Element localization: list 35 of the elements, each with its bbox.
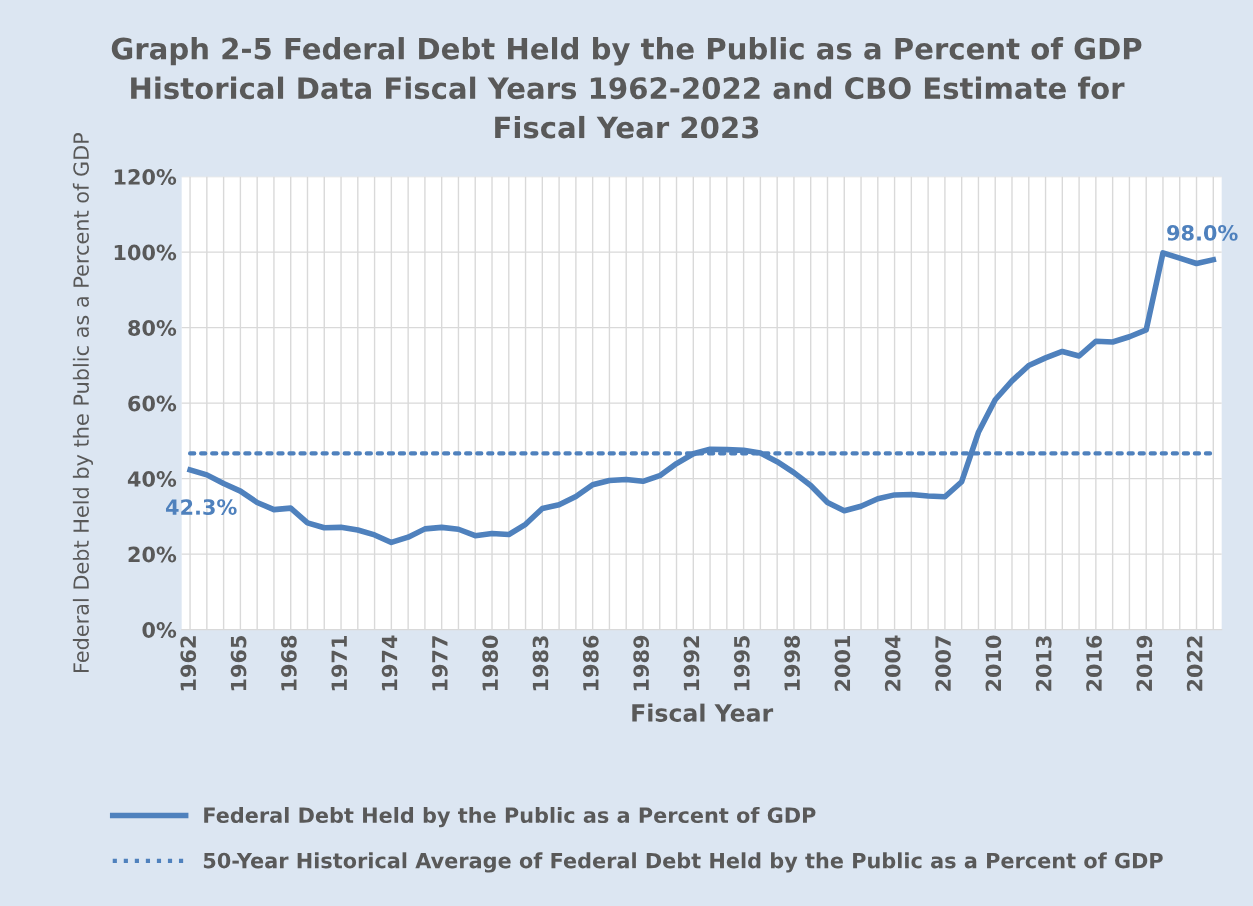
x-tick-label: 1980: [482, 635, 499, 691]
x-tick-label: 1986: [582, 635, 599, 691]
x-tick-label: 1962: [180, 636, 197, 691]
y-tick-label: 0%: [142, 622, 177, 638]
x-tick-label: 1998: [784, 635, 800, 691]
x-tick-label: 1974: [381, 635, 398, 691]
x-tick-label: 1983: [532, 636, 549, 691]
x-tick-label: 2004: [884, 635, 901, 691]
x-tick-label: 2010: [985, 635, 1002, 691]
x-tick-label: 1977: [431, 636, 448, 691]
x-tick-label: 1995: [733, 635, 750, 691]
y-tick-label: 100%: [114, 244, 177, 261]
y-tick-label: 80%: [128, 320, 177, 336]
x-tick-label: 1971: [331, 635, 348, 691]
x-tick-label: 2022: [1186, 636, 1203, 691]
y-tick-label: 20%: [128, 546, 177, 563]
data-label: 98.0%: [1167, 225, 1238, 241]
x-tick-label: 1968: [281, 635, 297, 691]
legend-label: Federal Debt Held by the Public as a Percent of GDP: [204, 806, 816, 828]
x-tick-label: 1965: [230, 635, 247, 691]
chart-title: Graph 2-5 Federal Debt Held by the Public as a Percent of GDP Historical Data Fiscal Years 1962-2022 and CBO Estimate for Fiscal Year 2023: [111, 37, 1142, 139]
data-label: 42.3%: [165, 499, 237, 515]
x-tick-label: 2001: [834, 635, 851, 691]
y-tick-label: 60%: [128, 395, 177, 412]
y-tick-label: 40%: [127, 471, 177, 487]
x-axis-title: Fiscal Year: [632, 703, 774, 722]
legend-label: 50-Year Historical Average of Federal Debt Held by the Public as a Percent of GDP: [203, 852, 1163, 873]
x-tick-label: 1992: [683, 636, 700, 691]
x-tick-label: 2007: [935, 636, 951, 691]
x-tick-label: 2013: [1035, 636, 1052, 691]
x-tick-label: 2019: [1136, 635, 1153, 691]
x-tick-label: 2016: [1086, 635, 1102, 691]
y-axis-title: Federal Debt Held by the Public as a Percent of GDP: [72, 132, 94, 673]
x-tick-label: 1989: [633, 635, 650, 691]
y-tick-label: 120%: [114, 169, 177, 185]
